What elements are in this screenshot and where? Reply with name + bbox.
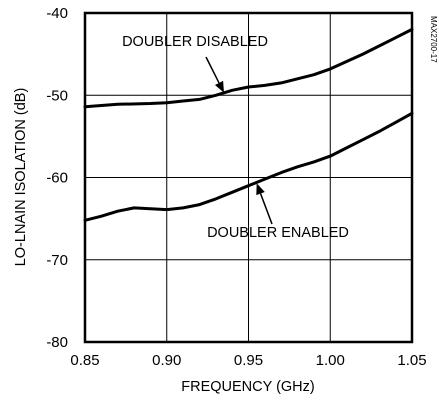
y-axis-title: LO-LNAIN ISOLATION (dB) [13,88,29,267]
x-tick-label: 0.85 [70,352,99,369]
x-tick-label: 1.05 [397,352,426,369]
x-tick-label: 0.95 [234,352,263,369]
annotations: DOUBLER DISABLED DOUBLER ENABLED [122,34,349,241]
x-tick-label: 1.00 [316,352,345,369]
annotation-doubler-disabled: DOUBLER DISABLED [122,34,268,50]
series-layer [83,27,414,222]
annotation-arrow-line [259,193,273,225]
x-axis-title: FREQUENCY (GHz) [181,379,314,395]
x-tick-label: 0.90 [152,352,181,369]
tick-labels: 0.85 0.90 0.95 1.00 1.05 -40 -50 -60 -70 -80 [46,5,426,369]
gridlines [85,13,412,342]
y-tick-label: -60 [46,170,68,187]
series-line-doubler-enabled [83,111,414,222]
y-tick-label: -70 [46,252,68,269]
annotation-doubler-enabled: DOUBLER ENABLED [207,225,349,241]
annotation-arrow-head [215,80,224,93]
figure-id: MAX2700-17 [429,16,438,63]
y-tick-label: -40 [46,5,68,22]
y-tick-label: -80 [46,334,68,351]
plot-frame [83,11,414,344]
series-line-doubler-disabled [83,27,414,109]
y-tick-label: -50 [46,87,68,104]
annotation-arrow-head [256,183,265,196]
annotation-arrow-line [205,56,220,84]
